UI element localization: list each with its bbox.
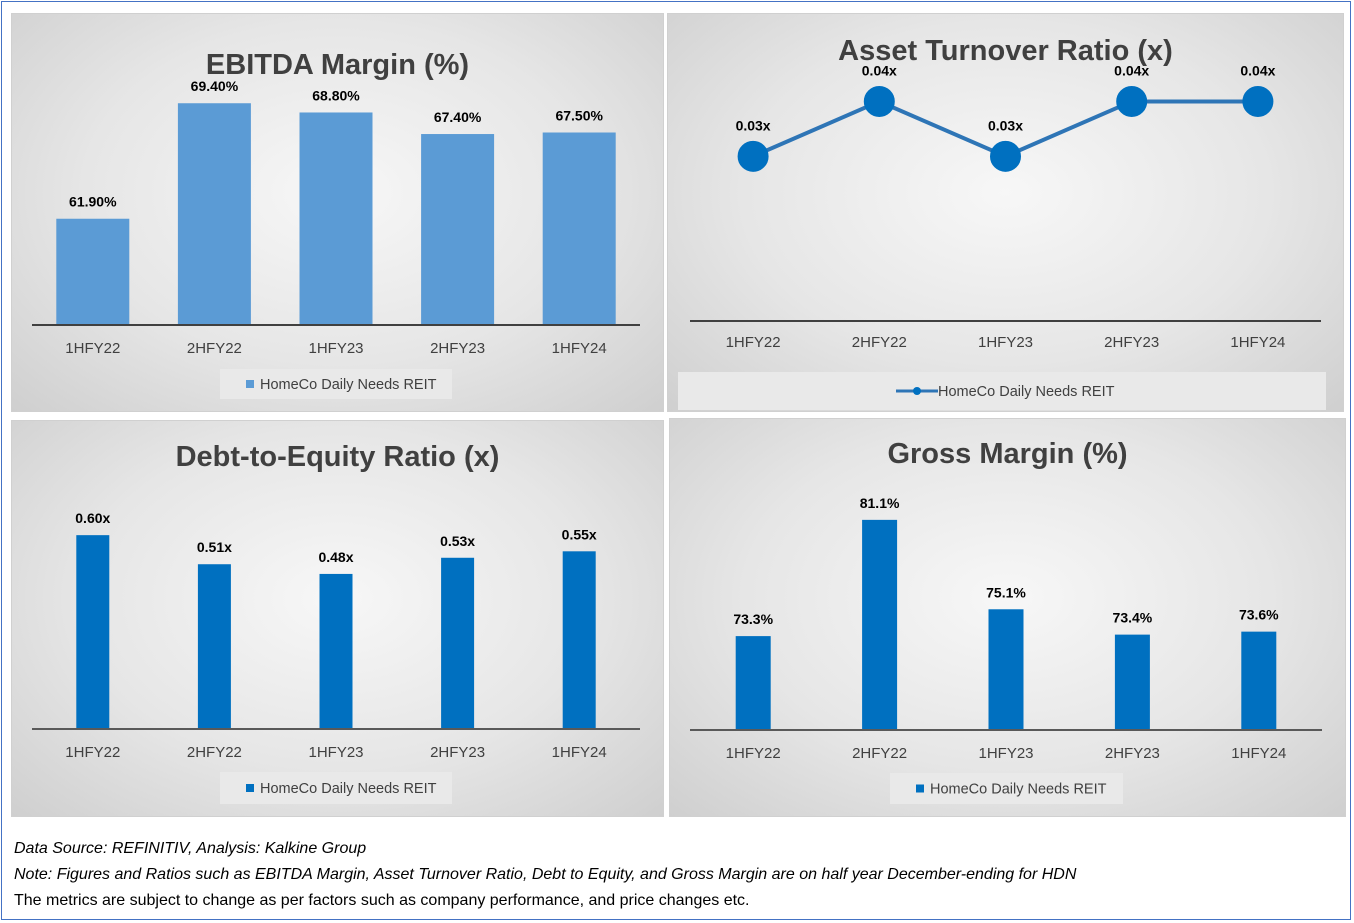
legend-square-marker [246, 380, 254, 388]
data-label: 0.53x [440, 533, 475, 549]
data-point [863, 85, 895, 117]
x-tick-label: 2HFY22 [187, 340, 242, 357]
ebitda-svg: EBITDA Margin (%) 61.90% 69.40% 68.80% 67.40… [32, 49, 640, 399]
data-label: 0.04x [1240, 62, 1275, 78]
bar [1114, 634, 1150, 730]
x-tick-label: 1HFY22 [726, 745, 781, 762]
data-label: 0.48x [318, 549, 353, 565]
data-point [990, 140, 1021, 172]
bar [319, 573, 353, 729]
legend-dot-marker [913, 387, 921, 395]
data-label: 68.80% [312, 87, 360, 103]
data-label: 67.40% [434, 109, 482, 125]
legend-label: HomeCo Daily Needs REIT [260, 781, 437, 797]
x-tick-label: 2HFY23 [1105, 745, 1160, 762]
legend-box [220, 772, 452, 804]
x-tick-label: 1HFY24 [552, 744, 607, 761]
data-label: 67.50% [555, 108, 603, 124]
data-label: 0.55x [562, 526, 597, 542]
data-label: 75.1% [986, 584, 1026, 600]
bar [542, 132, 616, 325]
legend-square-marker [916, 784, 924, 793]
legend-box [890, 773, 1123, 804]
legend-label: HomeCo Daily Needs REIT [938, 384, 1115, 400]
x-tick-label: 1HFY22 [65, 340, 120, 357]
x-tick-label: 2HFY22 [852, 334, 907, 351]
data-point [737, 140, 769, 172]
x-tick-label: 1HFY23 [308, 744, 363, 761]
x-tick-label: 2HFY22 [852, 745, 907, 762]
bar [441, 557, 475, 729]
disclaimer-note: The metrics are subject to change as per… [14, 892, 750, 909]
x-tick-label: 1HFY23 [978, 334, 1033, 351]
data-label: 0.51x [197, 539, 232, 555]
debt_equity-svg: Debt-to-Equity Ratio (x) 0.60x 0.51x 0.48x 0… [32, 441, 640, 804]
gross-margin-chart: Gross Margin (%) 73.3% 81.1% 75.1% 73.4% 73.6… [670, 419, 1345, 816]
data-label: 61.90% [69, 194, 117, 210]
bar [197, 564, 231, 729]
asset-turnover-chart: Asset Turnover Ratio (x) 0.03x 0.04x 0.03x 0… [668, 14, 1343, 411]
data-source-note: Data Source: REFINITIV, Analysis: Kalkin… [14, 840, 367, 857]
data-label: 69.40% [191, 78, 239, 94]
bar [177, 103, 251, 326]
footnotes: Data Source: REFINITIV, Analysis: Kalkin… [14, 836, 1334, 914]
bar [988, 609, 1024, 730]
bar [76, 535, 110, 729]
x-tick-label: 2HFY23 [430, 340, 485, 357]
bar [421, 134, 495, 325]
data-label: 81.1% [860, 495, 900, 511]
data-label: 0.04x [1114, 62, 1149, 78]
data-point [1242, 85, 1274, 117]
legend-label: HomeCo Daily Needs REIT [930, 782, 1107, 798]
data-label: 0.03x [736, 117, 771, 133]
ebitda-margin-chart: EBITDA Margin (%) 61.90% 69.40% 68.80% 67.40… [12, 14, 663, 411]
data-label: 0.60x [75, 510, 110, 526]
x-tick-label: 2HFY23 [1104, 334, 1159, 351]
legend-box [678, 372, 1326, 410]
bar [562, 551, 596, 729]
asset_turnover-svg: Asset Turnover Ratio (x) 0.03x 0.04x 0.03x 0… [678, 35, 1326, 410]
legend-box [220, 369, 452, 399]
chart-title: Gross Margin (%) [887, 438, 1127, 470]
x-tick-label: 1HFY24 [1230, 334, 1285, 351]
x-tick-label: 1HFY22 [726, 334, 781, 351]
gross_margin-svg: Gross Margin (%) 73.3% 81.1% 75.1% 73.4% 73.6… [690, 438, 1322, 804]
bar [299, 112, 373, 325]
methodology-note: Note: Figures and Ratios such as EBITDA … [14, 866, 1077, 883]
x-tick-label: 1HFY24 [1231, 745, 1286, 762]
chart-title: Debt-to-Equity Ratio (x) [176, 441, 500, 473]
x-tick-label: 2HFY22 [187, 744, 242, 761]
x-tick-label: 1HFY22 [65, 744, 120, 761]
legend-label: HomeCo Daily Needs REIT [260, 377, 437, 393]
x-tick-label: 2HFY23 [430, 744, 485, 761]
bar [56, 218, 130, 325]
x-tick-label: 1HFY23 [308, 340, 363, 357]
data-label: 73.6% [1239, 607, 1279, 623]
data-label: 73.3% [733, 611, 773, 627]
data-label: 0.03x [988, 117, 1023, 133]
chart-title: EBITDA Margin (%) [206, 49, 469, 81]
data-label: 0.04x [862, 62, 897, 78]
bar [735, 636, 771, 730]
debt-to-equity-chart: Debt-to-Equity Ratio (x) 0.60x 0.51x 0.48x 0… [12, 421, 663, 816]
legend-square-marker [246, 784, 254, 792]
data-label: 73.4% [1113, 610, 1153, 626]
x-tick-label: 1HFY24 [552, 340, 607, 357]
data-point [1116, 85, 1148, 117]
x-tick-label: 1HFY23 [978, 745, 1033, 762]
bar [1241, 631, 1277, 730]
chart-title: Asset Turnover Ratio (x) [838, 35, 1173, 67]
bar [862, 519, 898, 730]
